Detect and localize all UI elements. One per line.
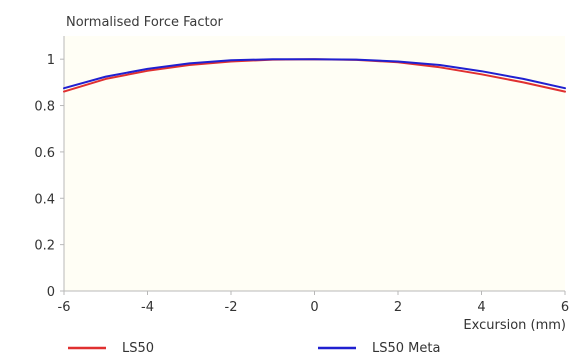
legend: LS50 LS50 Meta	[68, 341, 440, 356]
x-tick-label: 2	[394, 300, 402, 315]
x-tick-label: 6	[561, 300, 569, 315]
y-tick-label: 0.4	[34, 192, 55, 207]
x-tick-label: 4	[477, 300, 485, 315]
chart-title: Normalised Force Factor	[66, 15, 224, 30]
legend-label: LS50 Meta	[372, 341, 440, 356]
x-axis-label: Excursion (mm)	[463, 318, 566, 333]
x-axis: -6 -4 -2 0 2 4 6	[58, 290, 569, 315]
y-axis: 0 0.2 0.4 0.6 0.8 1	[34, 36, 65, 300]
x-tick-label: -2	[225, 300, 238, 315]
y-tick-label: 0.6	[34, 146, 55, 161]
y-tick-label: 0	[47, 285, 55, 300]
series-line-ls50-meta	[63, 58, 566, 90]
plot-area	[64, 36, 565, 291]
series-lines	[63, 58, 566, 93]
legend-label: LS50	[122, 341, 154, 356]
y-tick-label: 1	[47, 53, 55, 68]
x-tick-label: 0	[310, 300, 318, 315]
y-tick-label: 0.8	[34, 100, 55, 115]
x-tick-label: -4	[141, 300, 154, 315]
y-tick-label: 0.2	[34, 239, 55, 254]
x-tick-label: -6	[58, 300, 71, 315]
